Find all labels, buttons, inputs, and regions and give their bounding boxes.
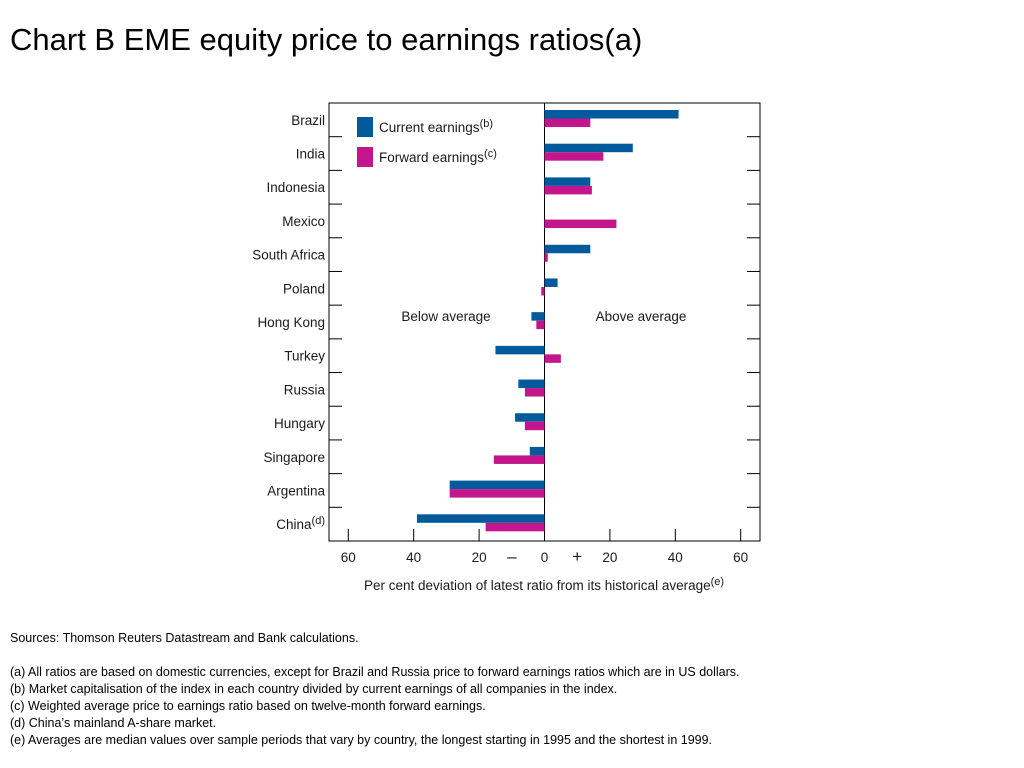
forward-earnings-bar — [485, 522, 545, 532]
x-tick-label: 40 — [668, 550, 683, 565]
legend-swatch — [357, 117, 373, 137]
forward-earnings-bar — [541, 286, 545, 296]
legend-label: Forward earnings(c) — [379, 148, 497, 165]
x-tick-label: 20 — [602, 550, 617, 565]
category-label: Singapore — [263, 450, 325, 465]
forward-earnings-bar — [449, 489, 545, 498]
legend-swatch — [357, 147, 373, 167]
category-label: South Africa — [252, 248, 325, 263]
current-earnings-bar — [449, 480, 545, 490]
current-earnings-bar — [544, 278, 558, 287]
category-label: Hong Kong — [257, 315, 325, 330]
current-earnings-bar — [518, 379, 545, 389]
x-tick-label: 0 — [541, 550, 549, 565]
category-label: China(d) — [276, 515, 325, 532]
category-label: Mexico — [282, 214, 325, 229]
forward-earnings-bar — [544, 185, 592, 195]
bar-chart: Brazil India Indonesia Mexico South Africa Po… — [252, 102, 761, 593]
current-earnings-bar — [544, 110, 679, 119]
x-sign-label: – — [507, 547, 517, 566]
current-earnings-bar — [495, 345, 545, 355]
forward-earnings-bar — [493, 455, 545, 464]
x-tick-label: 20 — [472, 550, 487, 565]
page-title: Chart B EME equity price to earnings rat… — [10, 22, 643, 57]
current-earnings-bar — [416, 514, 545, 523]
forward-earnings-bar — [544, 253, 548, 262]
footnote-e: (e) Averages are median values over samp… — [10, 733, 713, 747]
forward-earnings-bar — [536, 320, 545, 330]
footnote-a: (a) All ratios are based on domestic cur… — [10, 665, 740, 679]
current-earnings-bar — [531, 312, 545, 321]
x-tick-label: 40 — [406, 550, 421, 565]
category-label: Brazil — [291, 113, 325, 128]
footnote-b: (b) Market capitalisation of the index i… — [10, 682, 618, 696]
current-earnings-bar — [544, 177, 591, 186]
notes: Sources: Thomson Reuters Datastream and … — [10, 630, 1010, 749]
below-average-annotation: Below average — [401, 309, 490, 324]
forward-earnings-bar — [544, 118, 591, 127]
current-earnings-bar — [529, 446, 545, 456]
current-earnings-bar — [544, 244, 591, 254]
footnote-d: (d) China’s mainland A-share market. — [10, 716, 217, 730]
category-label: Argentina — [267, 483, 325, 498]
above-average-annotation: Above average — [596, 309, 687, 324]
category-label: Indonesia — [266, 180, 325, 195]
legend-label: Current earnings(b) — [379, 118, 493, 135]
x-axis-label: Per cent deviation of latest ratio from … — [364, 576, 724, 593]
current-earnings-bar — [515, 413, 545, 422]
forward-earnings-bar — [524, 388, 545, 397]
category-label: Russia — [284, 382, 326, 397]
forward-earnings-bar — [544, 152, 604, 161]
category-label: Poland — [283, 281, 325, 296]
sources-note: Sources: Thomson Reuters Datastream and … — [10, 631, 359, 645]
forward-earnings-bar — [524, 421, 545, 431]
category-label: Turkey — [284, 349, 325, 364]
forward-earnings-bar — [544, 354, 561, 363]
x-tick-label: 60 — [733, 550, 748, 565]
x-tick-label: 60 — [341, 550, 356, 565]
current-earnings-bar — [544, 143, 633, 153]
category-label: Hungary — [274, 416, 325, 431]
x-sign-label: + — [572, 547, 582, 566]
category-label: India — [296, 147, 326, 162]
footnote-c: (c) Weighted average price to earnings r… — [10, 699, 486, 713]
forward-earnings-bar — [544, 219, 617, 229]
